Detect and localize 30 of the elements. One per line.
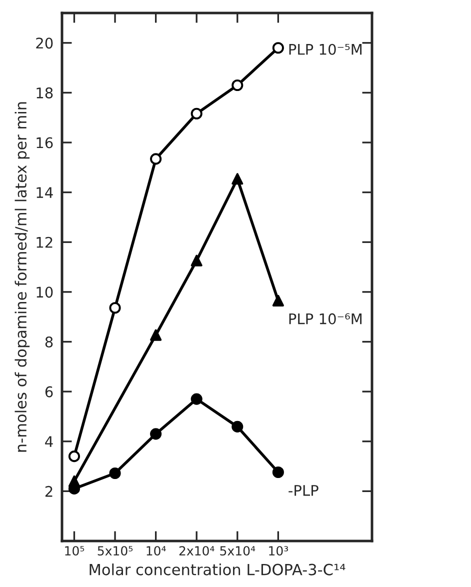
y-tick-label: 4 — [45, 436, 53, 447]
point — [232, 173, 244, 185]
point — [150, 428, 162, 440]
point — [272, 294, 284, 306]
y-tick-label: 8 — [45, 336, 53, 348]
y-axis-title: n-moles of dopamine formed/ml latex per min — [14, 102, 30, 452]
y-tick-label: 16 — [36, 137, 53, 148]
y-tick-label: 6 — [45, 386, 53, 398]
x-tick-label: 10⁴ — [146, 546, 166, 556]
y-tick-label: 10 — [36, 286, 53, 298]
x-tick-label: 5x10⁴ — [220, 546, 256, 556]
point — [190, 393, 202, 405]
y-tick-label: 18 — [36, 87, 53, 98]
x-tick-label: 10⁵ — [65, 546, 84, 556]
x-tick-label: 10³ — [269, 546, 288, 556]
x-axis-title: Molar concentration L-DOPA-3-C¹⁴ — [90, 564, 346, 576]
y-tick-label: 20 — [36, 38, 53, 49]
point — [109, 467, 121, 480]
point — [272, 466, 284, 478]
y-tick-label: 14 — [36, 187, 53, 198]
point — [190, 254, 202, 266]
x-tick-label: 2x10⁴ — [179, 546, 214, 556]
y-tick-label: 2 — [45, 486, 52, 497]
point — [150, 329, 162, 341]
series-label: PLP 10⁻⁶M — [289, 313, 362, 324]
y-tick-label: 12 — [36, 236, 52, 248]
x-tick-label: 5x10⁵ — [98, 546, 133, 556]
series-label: PLP 10⁻⁵M — [289, 44, 362, 55]
series-label: -PLP — [288, 485, 318, 496]
point — [232, 420, 244, 432]
